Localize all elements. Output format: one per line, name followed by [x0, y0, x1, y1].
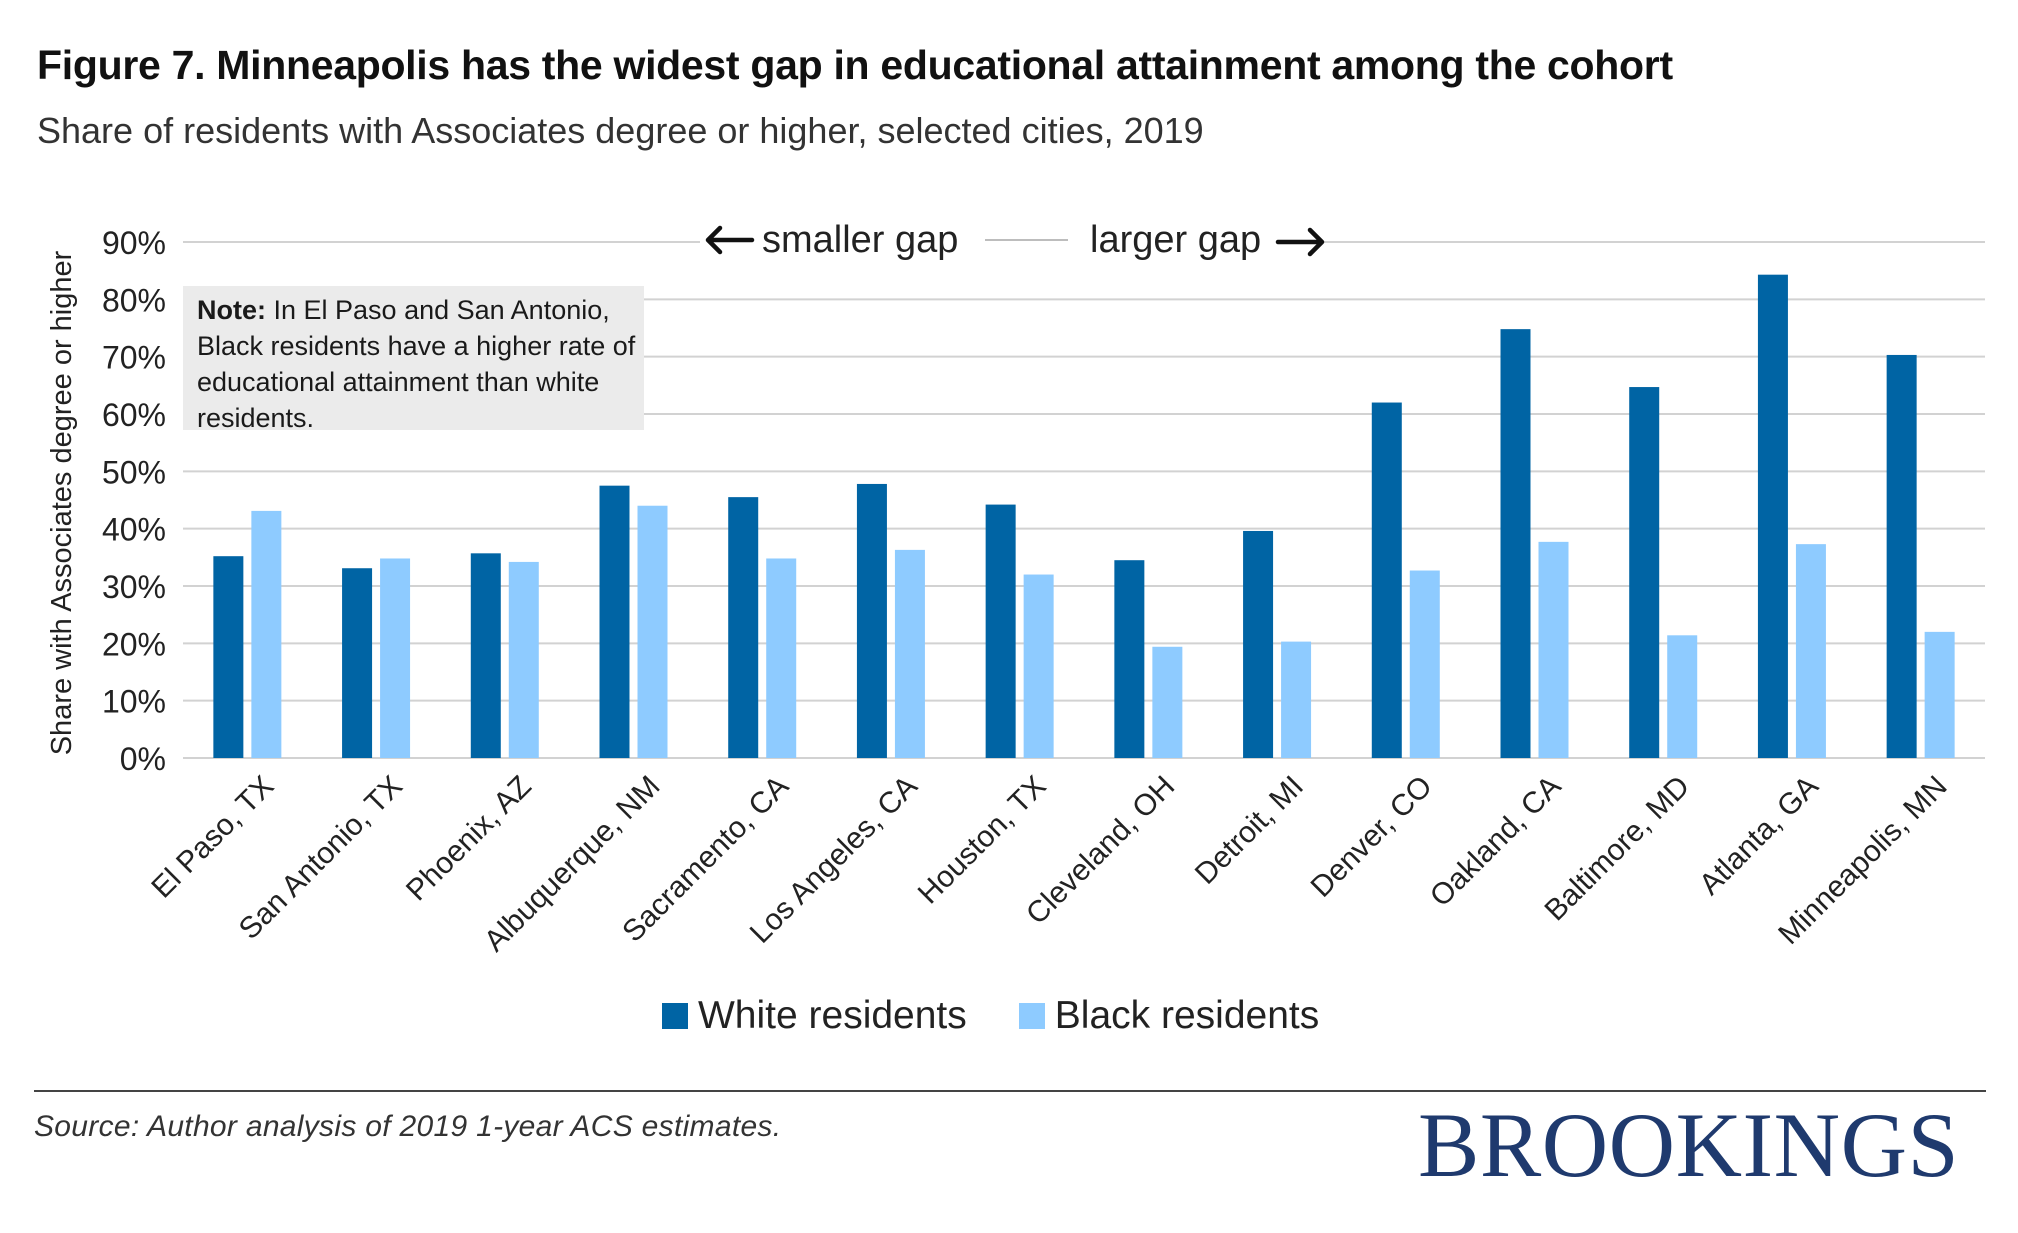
bar-white-residents [213, 556, 244, 758]
note-body: In El Paso and San Antonio, Black reside… [197, 295, 636, 433]
y-tick-label: 0% [120, 741, 166, 777]
bar-white-residents [342, 568, 373, 758]
bar-black-residents [1023, 574, 1054, 758]
bar-black-residents [1409, 570, 1440, 758]
legend-item-white: White residents [662, 994, 967, 1038]
bar-black-residents [766, 558, 797, 758]
bar-white-residents [1371, 402, 1402, 758]
bar-black-residents [637, 505, 668, 758]
x-tick-label: El Paso, TX [145, 770, 280, 905]
legend: White residents Black residents [662, 994, 1371, 1038]
x-tick-label: Phoenix, AZ [400, 770, 538, 908]
bar-black-residents [251, 510, 282, 758]
y-tick-label: 40% [102, 512, 166, 548]
footer-divider [34, 1090, 1986, 1092]
y-tick-label: 10% [102, 684, 166, 720]
x-tick-label: Oakland, CA [1424, 770, 1568, 914]
x-tick-label: Atlanta, GA [1693, 770, 1825, 902]
x-tick-label: Houston, TX [912, 770, 1053, 911]
legend-item-black: Black residents [1018, 994, 1320, 1038]
larger-gap-label: larger gap [1090, 219, 1261, 261]
bar-white-residents [470, 553, 501, 758]
note-box: Note: In El Paso and San Antonio, Black … [183, 286, 644, 433]
left-arrow-icon [705, 225, 755, 255]
bar-black-residents [1924, 631, 1955, 758]
bar-white-residents [599, 485, 630, 758]
chart-title: Figure 7. Minneapolis has the widest gap… [37, 42, 1673, 88]
y-tick-label: 60% [102, 397, 166, 433]
bar-black-residents [1667, 635, 1698, 758]
bar-black-residents [380, 558, 411, 758]
bar-black-residents [1152, 646, 1183, 758]
right-arrow-icon [1275, 227, 1325, 257]
y-tick-label: 90% [102, 225, 166, 261]
y-tick-label: 80% [102, 282, 166, 318]
bar-white-residents [1114, 560, 1145, 758]
bar-black-residents [508, 561, 539, 758]
note-bold-label: Note: [197, 295, 266, 325]
bar-white-residents [728, 497, 759, 758]
legend-label-white: White residents [698, 994, 967, 1037]
bar-white-residents [985, 504, 1016, 758]
source-note: Source: Author analysis of 2019 1-year A… [34, 1110, 782, 1143]
y-axis-label: Share with Associates degree or higher [46, 250, 78, 755]
y-tick-label: 20% [102, 626, 166, 662]
gap-annotation: smaller gap larger gap [700, 218, 1325, 262]
smaller-gap-label: smaller gap [762, 219, 958, 261]
x-tick-label: Denver, CO [1305, 770, 1439, 904]
legend-swatch-white [662, 1003, 688, 1029]
brookings-logo: BROOKINGS [1418, 1094, 1960, 1196]
bar-white-residents [1629, 387, 1660, 758]
bar-white-residents [1243, 530, 1274, 758]
y-tick-label: 30% [102, 569, 166, 605]
bar-black-residents [1795, 544, 1826, 758]
note-text: Note: In El Paso and San Antonio, Black … [197, 292, 637, 436]
bar-black-residents [894, 549, 925, 758]
bars [213, 274, 1955, 758]
legend-label-black: Black residents [1054, 994, 1320, 1037]
x-tick-label: Detroit, MI [1189, 770, 1310, 891]
bar-black-residents [1281, 641, 1312, 758]
legend-swatch-black [1018, 1003, 1045, 1029]
bar-white-residents [1757, 274, 1788, 758]
y-tick-label: 50% [102, 454, 166, 490]
bar-white-residents [1500, 329, 1531, 758]
y-tick-label: 70% [102, 340, 166, 376]
chart-subtitle: Share of residents with Associates degre… [37, 110, 1204, 151]
bar-white-residents [1886, 354, 1917, 758]
bar-black-residents [1538, 541, 1569, 758]
y-axis-ticks: 0% 10% 20% 30% 40% 50% 60% 70% 80% 90% [102, 225, 166, 777]
bar-white-residents [856, 483, 887, 758]
